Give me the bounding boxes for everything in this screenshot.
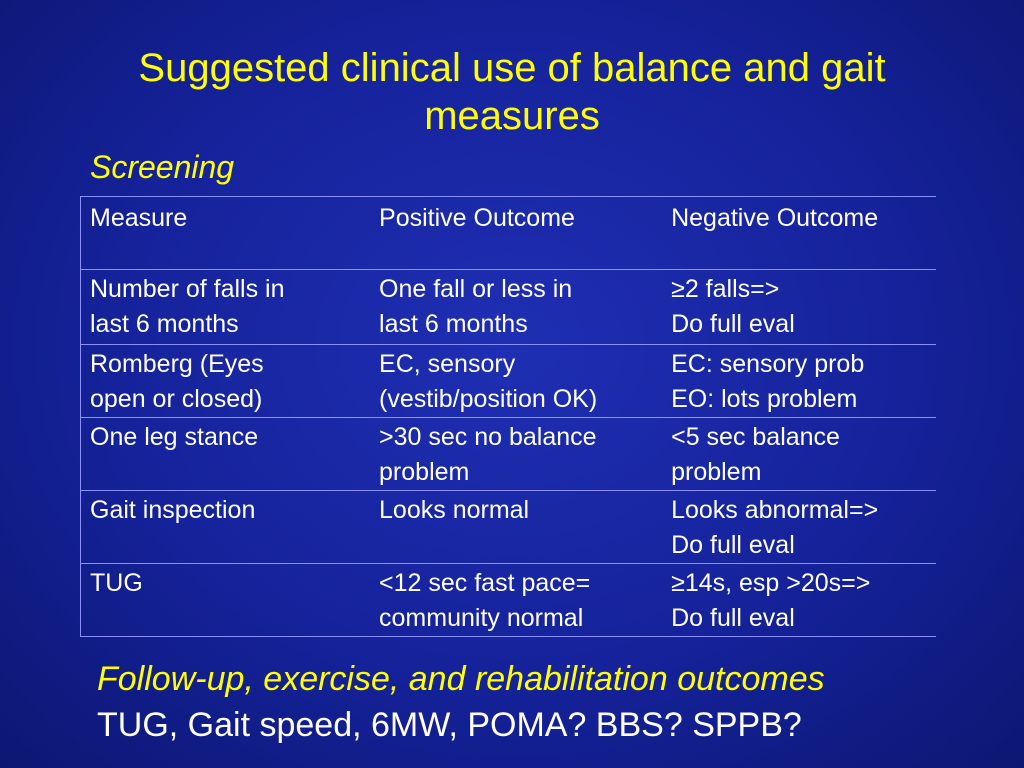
negative-outcome-text-line: Do full eval [671,310,795,338]
table-header-row: Measure Positive Outcome Negative Outcom… [80,196,936,270]
positive-outcome-text-line: last 6 months [379,310,528,338]
screening-measures-table: Measure Positive Outcome Negative Outcom… [80,196,936,637]
table-row-gait-inspection: Gait inspection Looks normal Looks abnor… [80,490,936,564]
positive-outcome-text-line: <12 sec fast pace= [379,569,591,597]
negative-outcome-text-line: problem [671,458,762,486]
measure-cell: Romberg (Eyes open or closed) [80,344,371,418]
negative-outcome-text-line: EC: sensory prob [671,350,865,378]
header-measure: Measure [80,196,371,270]
positive-outcome-text-line: problem [379,458,470,486]
table-row-romberg: Romberg (Eyes open or closed) EC, sensor… [80,344,936,418]
measure-cell: TUG [80,563,371,637]
measure-cell: Number of falls in last 6 months [80,269,371,345]
negative-outcome-text-line: ≥2 falls=> [671,275,780,303]
slide-title: Suggested clinical use of balance and ga… [40,44,984,140]
positive-outcome-text-line: EC, sensory [379,350,516,378]
negative-outcome-text-line: Do full eval [671,604,795,632]
negative-outcome-cell: ≥14s, esp >20s=> Do full eval [662,563,936,637]
negative-outcome-text-line: Looks abnormal=> [671,496,879,524]
table-row-falls: Number of falls in last 6 months One fal… [80,269,936,345]
negative-outcome-cell: <5 sec balance problem [662,417,936,491]
positive-outcome-text-line: One fall or less in [379,275,573,303]
measure-text-line: Gait inspection [90,496,256,524]
header-positive-outcome: Positive Outcome [370,196,663,270]
table-row-tug: TUG <12 sec fast pace= community normal … [80,563,936,637]
measure-text-line: TUG [90,569,143,597]
positive-outcome-cell: Looks normal [370,490,663,564]
measure-text-line: Romberg (Eyes [90,350,264,378]
negative-outcome-text-line: ≥14s, esp >20s=> [671,569,871,597]
measure-text-line: last 6 months [90,310,239,338]
positive-outcome-text-line: (vestib/position OK) [379,385,598,413]
measure-text-line: open or closed) [90,385,263,413]
screening-subtitle: Screening [90,149,235,185]
positive-outcome-cell: One fall or less in last 6 months [370,269,663,345]
positive-outcome-cell: EC, sensory (vestib/position OK) [370,344,663,418]
followup-heading: Follow-up, exercise, and rehabilitation … [97,660,825,698]
negative-outcome-cell: Looks abnormal=> Do full eval [662,490,936,564]
slide-title-line-1: Suggested clinical use of balance and ga… [138,46,886,90]
header-negative-outcome: Negative Outcome [662,196,936,270]
negative-outcome-cell: EC: sensory prob EO: lots problem [662,344,936,418]
negative-outcome-text-line: EO: lots problem [671,385,858,413]
positive-outcome-text-line: Looks normal [379,496,530,524]
followup-measures: TUG, Gait speed, 6MW, POMA? BBS? SPPB? [97,706,802,744]
measure-text-line: One leg stance [90,423,259,451]
negative-outcome-text-line: <5 sec balance [671,423,840,451]
negative-outcome-text-line: Do full eval [671,531,795,559]
table-row-one-leg-stance: One leg stance >30 sec no balance proble… [80,417,936,491]
positive-outcome-cell: >30 sec no balance problem [370,417,663,491]
negative-outcome-cell: ≥2 falls=> Do full eval [662,269,936,345]
positive-outcome-cell: <12 sec fast pace= community normal [370,563,663,637]
positive-outcome-text-line: community normal [379,604,584,632]
slide-title-line-2: measures [424,94,600,138]
positive-outcome-text-line: >30 sec no balance [379,423,597,451]
measure-text-line: Number of falls in [90,275,285,303]
measure-cell: One leg stance [80,417,371,491]
measure-cell: Gait inspection [80,490,371,564]
